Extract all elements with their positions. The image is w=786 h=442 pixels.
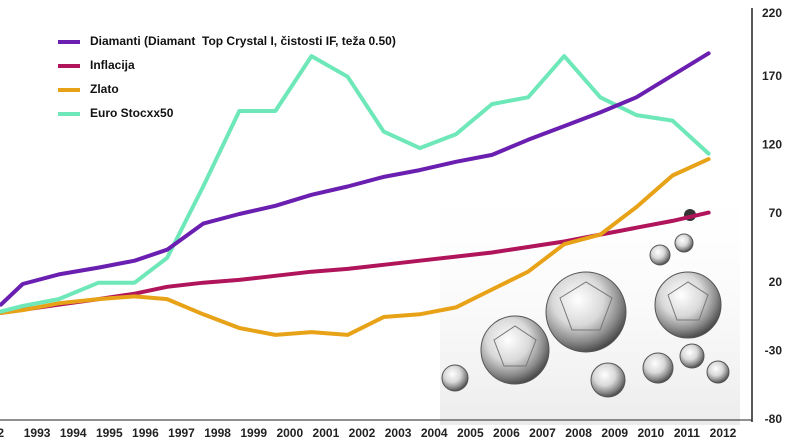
diamond-icon (642, 352, 674, 384)
diamond-icon (649, 244, 671, 266)
diamond-icon (674, 233, 694, 253)
legend-label: Zlato (90, 82, 119, 96)
legend-label-suffix: Top Crystal I, čistosti IF, teža 0.50) (202, 34, 396, 48)
y-tick-label: 20 (769, 275, 783, 289)
y-tick-label: 170 (762, 69, 782, 83)
diamond-icon (441, 364, 469, 392)
legend: Diamanti (Diamant Top Crystal I, čistost… (58, 34, 396, 120)
x-tick-label: 2011 (674, 426, 700, 440)
legend-item-diamanti: Diamanti (Diamant Top Crystal I, čistost… (58, 34, 396, 48)
x-tick-label: 1998 (204, 426, 231, 440)
diamond-icon (654, 271, 722, 339)
x-tick-label: 2000 (276, 426, 303, 440)
x-tick-label: 2012 (710, 426, 737, 440)
y-tick-label: -80 (765, 412, 783, 426)
x-tick-label: 2003 (385, 426, 412, 440)
series-layer (0, 51, 711, 337)
diamond-icon (679, 343, 705, 369)
x-tick-label: 2002 (349, 426, 376, 440)
y-axis-ticks: 220 170 120 70 20 -30 -80 (762, 6, 782, 426)
x-tick-label: 2008 (565, 426, 592, 440)
legend-item-inflacija: Inflacija (58, 58, 135, 72)
legend-item-euro-stocxx50: Euro Stocxx50 (58, 106, 174, 120)
x-tick-label: 1996 (132, 426, 159, 440)
x-tick-label: 1993 (24, 426, 51, 440)
x-tick-label: 2007 (529, 426, 556, 440)
x-tick-label: 1994 (60, 426, 87, 440)
x-tick-label: 2001 (313, 426, 340, 440)
series-line-euro-stocxx50 (0, 54, 711, 314)
legend-label: Euro Stocxx50 (90, 106, 174, 120)
diamond-icon (706, 360, 730, 384)
x-tick-label: 1995 (96, 426, 123, 440)
y-tick-label: 220 (762, 6, 782, 20)
y-tick-label: 70 (769, 206, 783, 220)
x-tick-label: 1997 (168, 426, 195, 440)
series-line-diamanti-diamant (0, 51, 711, 307)
x-tick-label: 1999 (240, 426, 267, 440)
y-tick-label: 120 (762, 138, 782, 152)
x-tick-label: 2010 (637, 426, 664, 440)
legend-item-zlato: Zlato (58, 82, 119, 96)
x-tick-label: 2005 (457, 426, 484, 440)
x-tick-label: 2006 (493, 426, 520, 440)
legend-label: Inflacija (90, 58, 135, 72)
diamond-icon (545, 271, 627, 353)
x-tick-label: 2009 (601, 426, 628, 440)
series-line-zlato (0, 157, 711, 337)
diamonds-illustration (440, 170, 740, 425)
legend-label: Diamanti (Diamant (90, 34, 195, 48)
diamond-icon (480, 315, 550, 385)
diamond-icon (590, 362, 626, 398)
x-axis-ticks: 92 1993 1994 1995 1996 1997 1998 1999 2000 2001 20… (0, 426, 737, 440)
x-tick-label: 2004 (421, 426, 448, 440)
x-tick-label: 92 (0, 426, 4, 440)
y-tick-label: -30 (765, 344, 783, 358)
